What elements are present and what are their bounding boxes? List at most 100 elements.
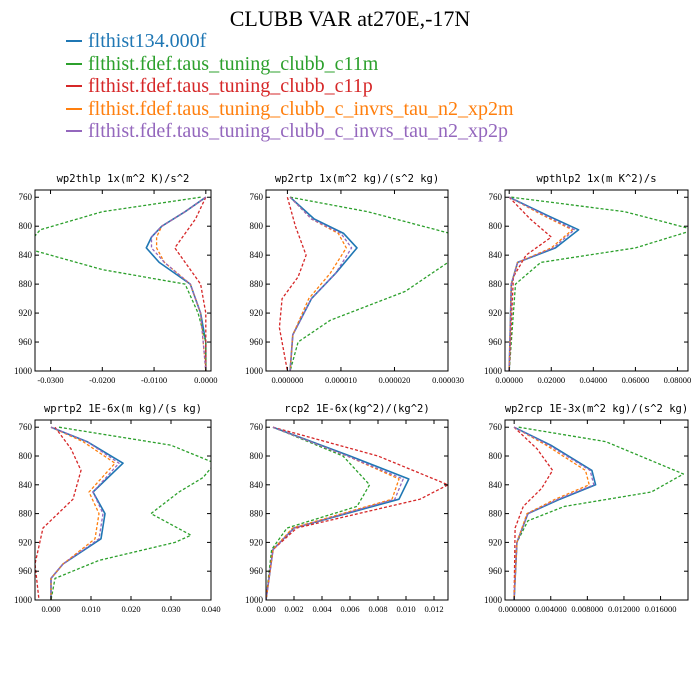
panel-title: wp2rcp 1E-3x(m^2 kg)/(s^2 kg) (505, 403, 688, 415)
y-tick-label: 960 (250, 337, 264, 347)
series-line-red (35, 426, 82, 600)
series-line-purple (50, 426, 120, 600)
x-tick-label: 0.030 (161, 604, 180, 614)
y-tick-label: 880 (250, 509, 264, 519)
panel-title: wp2rtp 1x(m^2 kg)/(s^2 kg) (275, 173, 439, 185)
x-tick-label: 0.000000 (498, 604, 530, 614)
plot-frame (504, 189, 689, 372)
series-group (508, 196, 688, 371)
y-tick-label: 880 (19, 279, 33, 289)
plot-frame (34, 189, 212, 372)
y-tick-label: 960 (489, 337, 503, 347)
series-line-blue (508, 196, 580, 371)
y-tick-label: 800 (489, 221, 503, 231)
series-line-red (508, 196, 552, 371)
plot-frame (265, 189, 449, 372)
x-tick-label: 0.02000 (537, 375, 565, 385)
panel-title: wpthlp2 1x(m K^2)/s (536, 173, 656, 185)
y-tick-label: 760 (19, 192, 33, 202)
y-tick-label: 960 (250, 566, 264, 576)
series-line-red (266, 426, 448, 600)
series-line-blue (289, 196, 358, 371)
series-line-purple (513, 426, 595, 600)
x-tick-label: 0.004000 (535, 604, 567, 614)
series-line-green (508, 196, 688, 371)
legend-swatch (66, 107, 82, 110)
x-tick-label: 0.016000 (645, 604, 677, 614)
series-group (278, 196, 448, 371)
y-tick-label: 960 (19, 337, 33, 347)
series-line-purple (289, 196, 353, 371)
series-line-purple (266, 426, 404, 600)
y-tick-label: 760 (489, 422, 503, 432)
series-line-green (289, 196, 448, 371)
y-tick-label: 840 (19, 480, 33, 490)
series-group (266, 426, 448, 600)
series-line-orange (289, 196, 347, 371)
y-tick-label: 840 (19, 250, 33, 260)
x-tick-label: 0.0000 (194, 375, 217, 385)
series-group (35, 196, 207, 371)
y-tick-label: 960 (19, 566, 33, 576)
x-tick-label: 0.04000 (580, 375, 608, 385)
y-tick-label: 800 (19, 221, 33, 231)
x-tick-label: 0.000020 (379, 375, 411, 385)
y-tick-label: 880 (250, 279, 264, 289)
x-tick-label: 0.010 (81, 604, 100, 614)
y-tick-label: 920 (250, 308, 264, 318)
legend-label: flthist.fdef.taus_tuning_clubb_c11m (88, 52, 379, 75)
series-line-orange (155, 196, 207, 371)
y-tick-label: 800 (19, 451, 33, 461)
series-line-purple (508, 196, 576, 371)
y-tick-label: 920 (250, 537, 264, 547)
x-tick-label: -0.0300 (37, 375, 63, 385)
x-tick-label: 0.000010 (325, 375, 357, 385)
series-line-green (35, 196, 207, 371)
series-line-blue (266, 426, 410, 600)
y-tick-label: 960 (489, 566, 503, 576)
x-tick-label: -0.0100 (141, 375, 167, 385)
x-tick-label: -0.0200 (89, 375, 115, 385)
series-line-blue (145, 196, 207, 371)
series-line-purple (150, 196, 207, 371)
series-line-orange (513, 426, 590, 600)
y-tick-label: 760 (250, 422, 264, 432)
legend-label: flthist134.000f (88, 30, 207, 52)
y-tick-label: 800 (489, 451, 503, 461)
plot-frame (504, 419, 689, 601)
y-tick-label: 840 (250, 480, 264, 490)
legend-label: flthist.fdef.taus_tuning_clubb_c11p (88, 75, 373, 97)
legend-label: flthist.fdef.taus_tuning_clubb_c_invrs_t… (88, 97, 514, 120)
y-tick-label: 840 (489, 250, 503, 260)
series-group (35, 426, 211, 600)
y-tick-label: 920 (489, 308, 503, 318)
x-tick-label: 0.012 (424, 604, 443, 614)
x-tick-label: 0.00000 (495, 375, 523, 385)
y-tick-label: 1000 (484, 366, 503, 376)
y-tick-label: 840 (250, 250, 264, 260)
y-tick-label: 800 (250, 221, 264, 231)
y-tick-label: 1000 (245, 595, 264, 605)
x-tick-label: 0.000030 (432, 375, 464, 385)
x-tick-label: 0.000 (41, 604, 60, 614)
series-line-green (50, 426, 211, 600)
x-tick-label: 0.004 (312, 604, 332, 614)
y-tick-label: 880 (489, 279, 503, 289)
chart-panel: wprtp2 1E-6x(m kg)/(s kg) 760 800 840 880 920… (14, 403, 221, 614)
y-tick-label: 1000 (245, 366, 264, 376)
chart-panel: rcp2 1E-6x(kg^2)/(kg^2) 760 800 840 880 920 96… (245, 403, 449, 614)
x-tick-label: 0.020 (121, 604, 140, 614)
chart-panel: wpthlp2 1x(m K^2)/s 760 800 840 880 920 960 100… (484, 173, 691, 385)
x-tick-label: 0.010 (396, 604, 415, 614)
figure-title: CLUBB VAR at270E,-17N (229, 6, 471, 31)
series-line-red (174, 196, 207, 371)
y-tick-label: 800 (250, 451, 264, 461)
y-tick-label: 880 (19, 509, 33, 519)
x-tick-label: 0.06000 (622, 375, 650, 385)
legend-label: flthist.fdef.taus_tuning_clubb_c_invrs_t… (88, 120, 508, 142)
x-tick-label: 0.000 (256, 604, 275, 614)
x-tick-label: 0.000000 (271, 375, 303, 385)
y-tick-label: 760 (250, 192, 264, 202)
y-tick-label: 760 (489, 192, 503, 202)
